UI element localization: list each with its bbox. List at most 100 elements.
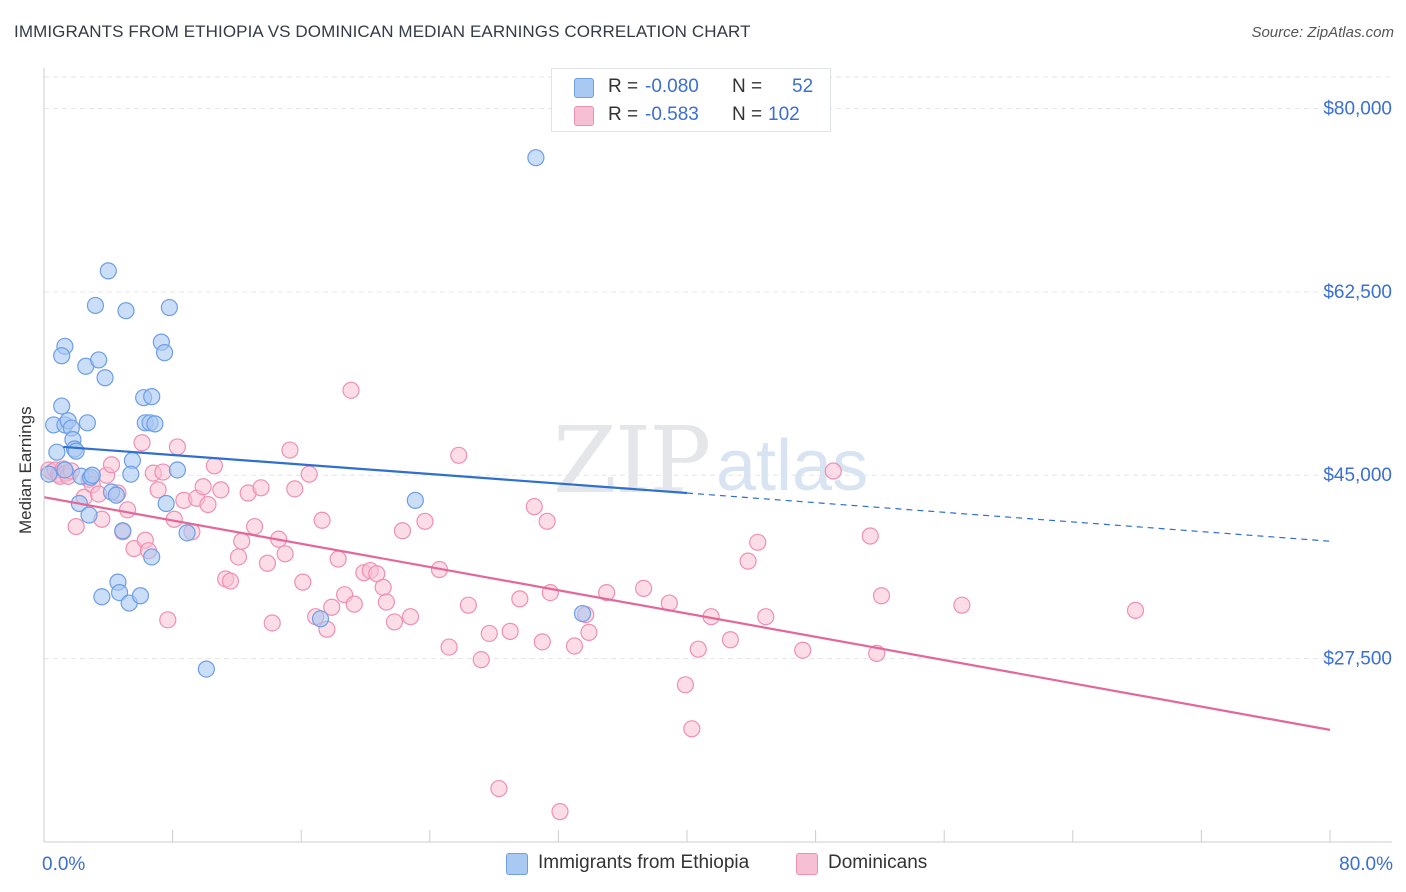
- dominican-point: [459, 596, 477, 614]
- ethiopia-point: [155, 344, 174, 362]
- ethiopia-point: [53, 347, 71, 365]
- dominican-point: [565, 637, 584, 655]
- dominican-point: [676, 676, 694, 694]
- dominican-point: [721, 631, 740, 649]
- dominican-legend-swatch: [796, 853, 818, 875]
- ethiopia-point: [99, 262, 117, 280]
- ethiopia-point: [48, 443, 66, 461]
- trend-lines: [43, 445, 1331, 731]
- dominican-point: [342, 381, 360, 399]
- dominican-point: [281, 441, 299, 459]
- ethiopia-point: [53, 397, 71, 415]
- n-label: N =: [732, 76, 763, 97]
- dominican-point: [229, 548, 248, 566]
- legend-row-dominican: R = -0.583 N = 102: [552, 101, 830, 129]
- n-label: N =: [732, 104, 763, 125]
- ethiopia-points: [40, 149, 592, 678]
- dominican-point: [393, 522, 412, 540]
- dominican-point: [683, 720, 701, 738]
- dominican-point: [345, 595, 363, 613]
- dominican-point: [67, 517, 85, 536]
- ethiopia-point: [78, 414, 97, 432]
- ethiopia-point: [143, 388, 161, 406]
- ethiopia-point: [406, 491, 424, 509]
- dominican-point: [149, 481, 167, 499]
- dominican-point: [377, 593, 395, 611]
- dominican-point: [233, 532, 251, 550]
- ethiopia-point: [143, 548, 161, 566]
- dominican-point: [440, 638, 458, 656]
- dominican-point: [634, 579, 653, 597]
- dominican-point: [294, 573, 312, 591]
- dominican-point: [501, 622, 519, 640]
- ethiopia-point: [157, 494, 175, 513]
- dominican-trend-line: [43, 496, 1331, 731]
- dominican-point: [133, 434, 151, 452]
- ethiopia-point: [197, 660, 215, 678]
- axis-layer: $27,500 $45,000 $62,500 $80,000 0.0% 80.0%: [42, 68, 1393, 875]
- dominican-point: [374, 578, 392, 596]
- dominican-point: [252, 479, 270, 497]
- correlation-legend: R = -0.080 N = 52 R = -0.583 N = 102: [551, 68, 831, 132]
- ethiopia-point: [83, 466, 101, 484]
- y-tick-label: $62,500: [1323, 282, 1392, 303]
- dominican-point: [385, 613, 404, 631]
- dominican-point: [221, 572, 240, 590]
- dominican-point: [739, 552, 757, 570]
- dominican-point: [286, 480, 304, 498]
- dominican-point: [245, 517, 264, 536]
- dominican-point: [689, 640, 707, 658]
- dominican-point: [525, 498, 543, 516]
- dominican-point: [533, 633, 551, 651]
- dominican-point: [168, 438, 187, 456]
- ethiopia-point: [86, 296, 105, 315]
- dominican-point: [276, 545, 294, 563]
- dominican-point: [323, 598, 341, 616]
- ethiopia-point: [573, 604, 592, 623]
- ethiopia-point: [117, 302, 135, 320]
- r-label: R =: [608, 104, 639, 125]
- dominican-legend-label: Dominicans: [828, 852, 928, 873]
- dominican-point: [258, 554, 277, 572]
- r-value: -0.080: [645, 76, 699, 97]
- ethiopia-trend-extension: [686, 492, 1331, 542]
- dominican-point: [300, 465, 318, 483]
- dominican-point: [472, 651, 490, 669]
- y-tick-label: $80,000: [1323, 98, 1392, 119]
- ethiopia-point: [311, 610, 330, 628]
- ethiopia-point: [178, 524, 196, 542]
- n-value: 102: [768, 104, 800, 125]
- x-tick-label: 0.0%: [42, 854, 85, 875]
- dominican-point: [1126, 601, 1145, 620]
- dominican-point: [953, 596, 971, 614]
- r-value: -0.583: [645, 104, 699, 125]
- dominican-point: [205, 457, 223, 475]
- dominican-point: [757, 608, 775, 626]
- dominican-point: [480, 624, 498, 643]
- ethiopia-point: [96, 369, 114, 387]
- source-label: Source: ZipAtlas.com: [1251, 24, 1394, 41]
- ethiopia-point: [146, 415, 164, 433]
- y-tick-label: $45,000: [1323, 465, 1392, 486]
- dominican-point: [511, 590, 529, 608]
- ethiopia-point: [122, 465, 140, 483]
- dominican-point: [329, 550, 347, 568]
- dominican-point: [490, 779, 508, 798]
- dominican-point: [598, 583, 616, 602]
- dominican-point: [794, 641, 812, 659]
- dominican-swatch: [574, 106, 594, 126]
- dominican-point: [194, 478, 212, 496]
- dominican-point: [824, 462, 842, 480]
- dominican-point: [872, 587, 891, 605]
- ethiopia-point: [168, 461, 187, 479]
- dominican-point: [199, 495, 217, 514]
- dominican-point: [580, 623, 598, 642]
- y-tick-label: $27,500: [1323, 649, 1392, 670]
- ethiopia-point: [67, 442, 85, 460]
- ethiopia-legend-swatch: [506, 853, 528, 875]
- chart-title: IMMIGRANTS FROM ETHIOPIA VS DOMINICAN ME…: [14, 22, 751, 41]
- ethiopia-swatch: [574, 78, 594, 98]
- ethiopia-point: [40, 465, 58, 483]
- grid-layer: [44, 76, 1392, 660]
- ethiopia-point: [114, 522, 132, 540]
